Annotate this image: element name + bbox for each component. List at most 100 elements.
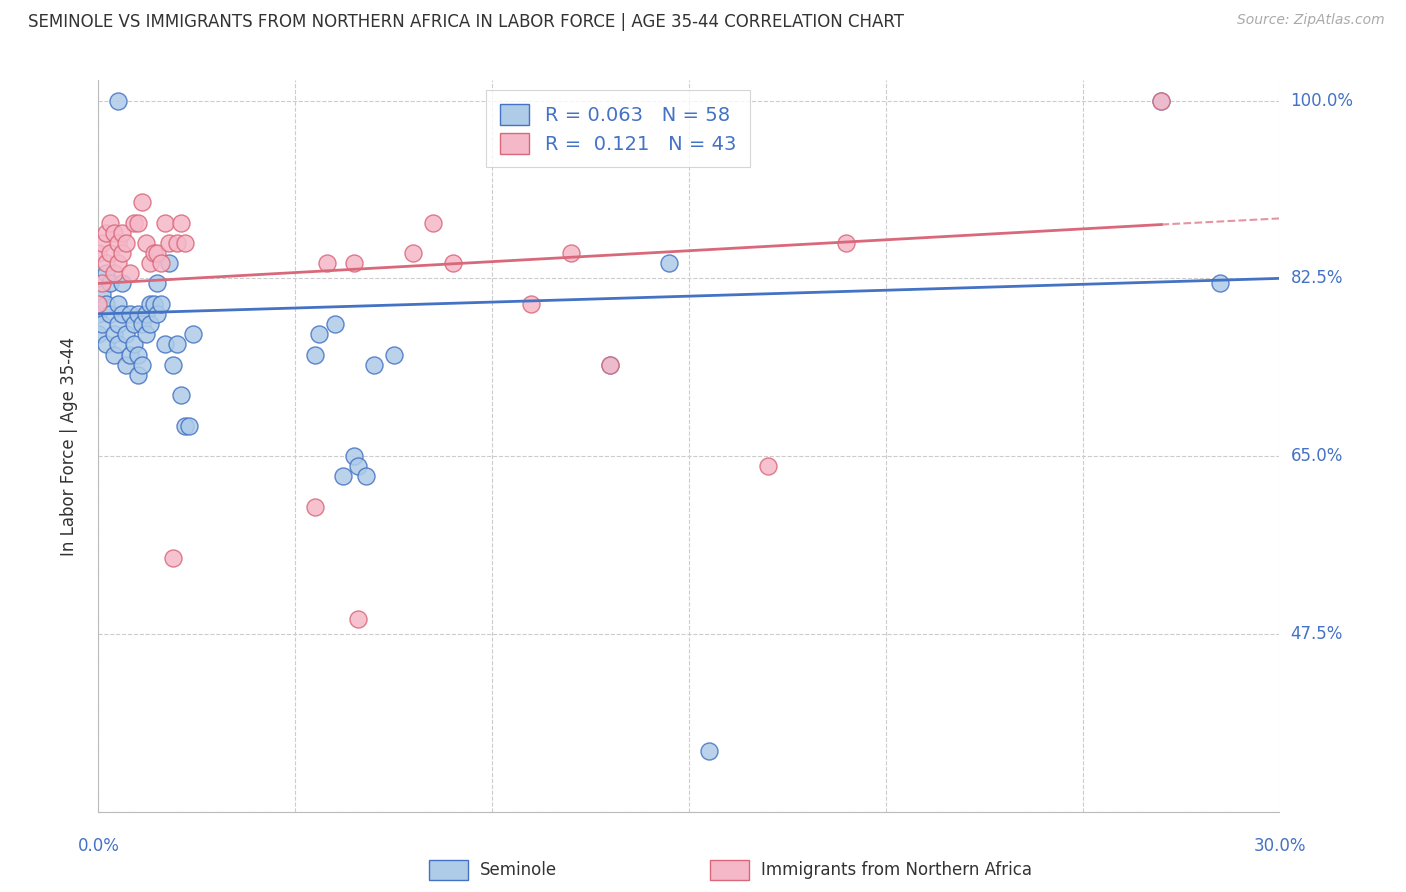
Point xyxy=(347,612,370,626)
Legend: R = 0.063   N = 58, R =  0.121   N = 43: R = 0.063 N = 58, R = 0.121 N = 43 xyxy=(486,90,749,168)
Text: 0.0%: 0.0% xyxy=(77,837,120,855)
Point xyxy=(111,277,134,291)
Point xyxy=(111,246,134,260)
Point xyxy=(115,327,138,342)
Point xyxy=(118,307,141,321)
Point xyxy=(98,307,121,321)
Text: 47.5%: 47.5% xyxy=(1291,625,1343,643)
Point xyxy=(157,235,180,250)
Y-axis label: In Labor Force | Age 35-44: In Labor Force | Age 35-44 xyxy=(59,336,77,556)
Point xyxy=(332,469,354,483)
Point xyxy=(146,246,169,260)
Point xyxy=(96,297,118,311)
Point xyxy=(138,297,160,311)
Point xyxy=(150,256,173,270)
Point xyxy=(146,277,169,291)
Point xyxy=(118,266,141,280)
Point xyxy=(103,266,125,280)
Point xyxy=(441,256,464,270)
Point xyxy=(87,327,110,342)
Point xyxy=(115,358,138,372)
Point xyxy=(756,459,779,474)
Text: SEMINOLE VS IMMIGRANTS FROM NORTHERN AFRICA IN LABOR FORCE | AGE 35-44 CORRELATI: SEMINOLE VS IMMIGRANTS FROM NORTHERN AFR… xyxy=(28,13,904,31)
Point xyxy=(107,297,129,311)
Point xyxy=(347,459,370,474)
Point xyxy=(122,215,145,229)
Point xyxy=(150,297,173,311)
Point xyxy=(103,226,125,240)
Point xyxy=(127,368,149,382)
Point xyxy=(599,358,621,372)
Point xyxy=(170,215,193,229)
Point xyxy=(135,235,157,250)
Point xyxy=(170,388,193,402)
Point xyxy=(131,358,153,372)
Point xyxy=(118,347,141,362)
Point xyxy=(87,307,110,321)
Point xyxy=(127,307,149,321)
Point xyxy=(382,347,405,362)
Point xyxy=(354,469,377,483)
Point xyxy=(91,235,114,250)
Point xyxy=(107,235,129,250)
Point xyxy=(697,744,720,758)
Point xyxy=(315,256,337,270)
Point xyxy=(107,256,129,270)
Point xyxy=(87,246,110,260)
Point xyxy=(98,246,121,260)
Point xyxy=(103,347,125,362)
Point xyxy=(131,317,153,331)
Point xyxy=(162,358,184,372)
Point xyxy=(174,418,197,433)
Point xyxy=(520,297,543,311)
Point xyxy=(138,256,160,270)
Point xyxy=(658,256,681,270)
Point xyxy=(138,317,160,331)
Point xyxy=(142,297,165,311)
Point xyxy=(304,347,326,362)
Point xyxy=(107,337,129,351)
Point xyxy=(308,327,330,342)
Point xyxy=(87,297,110,311)
Point xyxy=(107,317,129,331)
Point xyxy=(142,246,165,260)
Point xyxy=(363,358,385,372)
Point xyxy=(135,307,157,321)
Point xyxy=(166,337,188,351)
Point xyxy=(96,337,118,351)
Point xyxy=(96,266,118,280)
Point xyxy=(1150,94,1173,108)
Point xyxy=(146,307,169,321)
Point xyxy=(155,337,177,351)
Point xyxy=(343,256,366,270)
Point xyxy=(96,256,118,270)
Point xyxy=(162,550,184,565)
Point xyxy=(402,246,425,260)
Point xyxy=(304,500,326,514)
Point xyxy=(1209,277,1232,291)
Point xyxy=(599,358,621,372)
Point xyxy=(1150,94,1173,108)
Point xyxy=(98,277,121,291)
Text: 100.0%: 100.0% xyxy=(1291,92,1354,110)
Point xyxy=(560,246,582,260)
Point xyxy=(135,327,157,342)
Text: Immigrants from Northern Africa: Immigrants from Northern Africa xyxy=(761,861,1032,879)
Point xyxy=(111,307,134,321)
Point xyxy=(835,235,858,250)
Point xyxy=(122,337,145,351)
Point xyxy=(91,286,114,301)
Point xyxy=(115,235,138,250)
Point xyxy=(131,195,153,210)
Point xyxy=(422,215,444,229)
Point xyxy=(181,327,204,342)
Text: Seminole: Seminole xyxy=(479,861,557,879)
Point xyxy=(174,235,197,250)
Text: 82.5%: 82.5% xyxy=(1291,269,1343,287)
Point xyxy=(91,317,114,331)
Point xyxy=(111,226,134,240)
Point xyxy=(166,235,188,250)
Point xyxy=(343,449,366,463)
Point xyxy=(157,256,180,270)
Point xyxy=(127,215,149,229)
